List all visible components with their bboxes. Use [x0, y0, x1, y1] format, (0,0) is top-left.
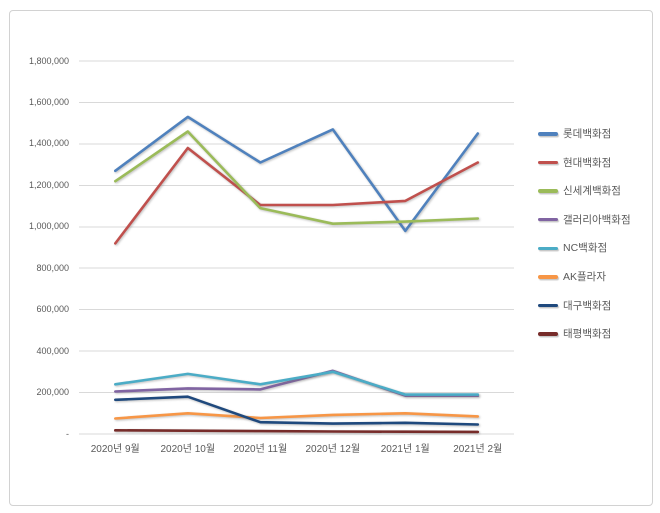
series-line-6: [114, 395, 480, 426]
y-tick-label: 600,000: [36, 304, 69, 315]
x-tick-label: 2020년 11월: [233, 444, 288, 455]
y-tick-label: -: [66, 428, 69, 439]
legend-label: 갤러리아백화점: [563, 213, 631, 226]
legend-label: 롯데백화점: [563, 128, 612, 140]
series-line-5: [114, 411, 480, 420]
legend-item-5: AK플라자: [538, 270, 606, 284]
legend-label: AK플라자: [563, 271, 606, 283]
legend-swatch-icon: [538, 275, 558, 279]
y-tick-label: 1,000,000: [28, 221, 69, 232]
y-tick-label: 1,400,000: [28, 138, 69, 149]
legend-swatch-icon: [538, 132, 558, 136]
legend-label: 대구백화점: [563, 299, 612, 312]
y-tick-label: 1,600,000: [28, 96, 69, 107]
series-line-1: [114, 146, 480, 245]
series-line-3: [114, 369, 480, 398]
chart-frame: - 200,000 400,000 600,000 800,000 1,000,000 1,…: [9, 10, 653, 506]
legend-item-0: 롯데백화점: [538, 127, 611, 141]
legend-swatch-icon: [538, 303, 558, 308]
legend-item-4: NC백화점: [538, 241, 607, 255]
series-line-0: [114, 115, 480, 233]
legend-label: 신세계백화점: [563, 185, 621, 198]
x-tick-label: 2021년 2월: [453, 444, 503, 455]
legend-swatch-icon: [538, 218, 558, 222]
legend-label: 현대백화점: [563, 156, 612, 169]
x-tick-label: 2021년 1월: [380, 444, 430, 455]
x-tick-label: 2020년 10월: [160, 444, 216, 455]
legend-item-1: 현대백화점: [538, 156, 611, 170]
y-tick-label: 200,000: [36, 387, 69, 398]
legend-label: NC백화점: [563, 242, 608, 255]
legend-item-2: 신세계백화점: [538, 184, 621, 198]
legend-swatch-icon: [538, 160, 558, 165]
y-tick-label: 1,800,000: [28, 55, 69, 66]
y-tick-label: 800,000: [36, 262, 69, 273]
legend-item-6: 대구백화점: [538, 299, 611, 313]
series-line-7: [114, 428, 480, 434]
legend-swatch-icon: [538, 189, 558, 193]
line-chart-plot: [79, 60, 514, 435]
series-line-4: [114, 370, 480, 396]
legend-item-3: 갤러리아백화점: [538, 213, 631, 227]
legend-swatch-icon: [538, 246, 558, 251]
x-tick-label: 2020년 9월: [90, 444, 140, 455]
series-line-2: [114, 130, 480, 225]
x-tick-label: 2020년 12월: [305, 444, 361, 455]
legend-item-7: 태평백화점: [538, 327, 611, 341]
y-tick-label: 400,000: [36, 345, 69, 356]
legend-swatch-icon: [538, 332, 558, 336]
y-tick-label: 1,200,000: [28, 179, 69, 190]
legend-label: 태평백화점: [563, 328, 612, 341]
